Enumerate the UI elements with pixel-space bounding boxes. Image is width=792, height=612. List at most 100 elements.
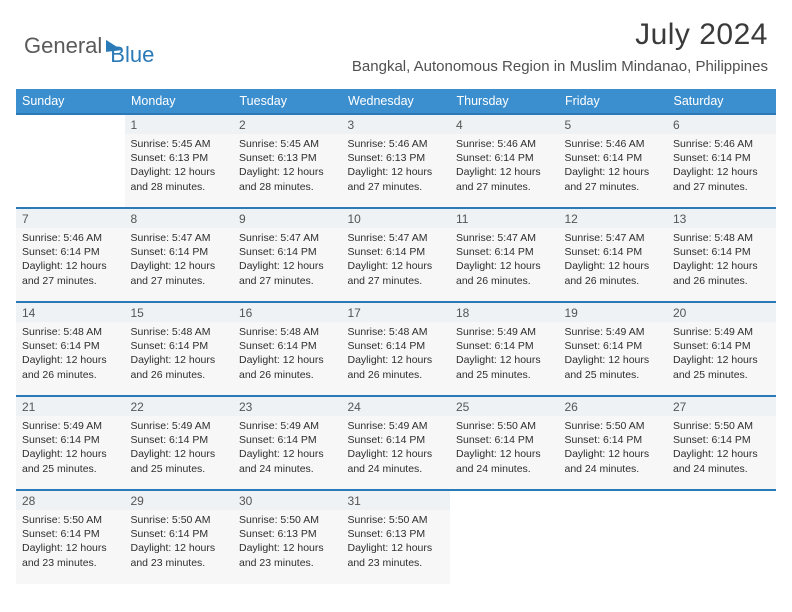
sunset-line: Sunset: 6:14 PM xyxy=(565,151,662,165)
day-number-cell: 18 xyxy=(450,302,559,322)
sunrise-line: Sunrise: 5:50 AM xyxy=(22,513,119,527)
daylight-line: Daylight: 12 hours and 25 minutes. xyxy=(456,353,553,381)
daylight-line: Daylight: 12 hours and 23 minutes. xyxy=(348,541,445,569)
sunset-line: Sunset: 6:13 PM xyxy=(239,151,336,165)
day-content-cell: Sunrise: 5:49 AMSunset: 6:14 PMDaylight:… xyxy=(450,322,559,396)
day-number-cell xyxy=(667,490,776,510)
day-number-cell: 2 xyxy=(233,114,342,134)
day-content-cell xyxy=(450,510,559,584)
day-content-cell: Sunrise: 5:50 AMSunset: 6:13 PMDaylight:… xyxy=(233,510,342,584)
daylight-line: Daylight: 12 hours and 24 minutes. xyxy=(565,447,662,475)
day-number-cell: 10 xyxy=(342,208,451,228)
weekday-header: Thursday xyxy=(450,89,559,114)
sunrise-line: Sunrise: 5:46 AM xyxy=(348,137,445,151)
daylight-line: Daylight: 12 hours and 26 minutes. xyxy=(456,259,553,287)
sunrise-line: Sunrise: 5:49 AM xyxy=(565,325,662,339)
sunset-line: Sunset: 6:14 PM xyxy=(565,433,662,447)
day-content-cell xyxy=(667,510,776,584)
weekday-header: Saturday xyxy=(667,89,776,114)
sunrise-line: Sunrise: 5:46 AM xyxy=(673,137,770,151)
day-content-cell: Sunrise: 5:45 AMSunset: 6:13 PMDaylight:… xyxy=(125,134,234,208)
daylight-line: Daylight: 12 hours and 27 minutes. xyxy=(673,165,770,193)
sunset-line: Sunset: 6:14 PM xyxy=(456,245,553,259)
sunrise-line: Sunrise: 5:45 AM xyxy=(239,137,336,151)
sunrise-line: Sunrise: 5:50 AM xyxy=(131,513,228,527)
sunrise-line: Sunrise: 5:50 AM xyxy=(565,419,662,433)
sunset-line: Sunset: 6:14 PM xyxy=(239,245,336,259)
weekday-header: Sunday xyxy=(16,89,125,114)
sunrise-line: Sunrise: 5:49 AM xyxy=(673,325,770,339)
sunrise-line: Sunrise: 5:50 AM xyxy=(239,513,336,527)
day-content-cell: Sunrise: 5:46 AMSunset: 6:14 PMDaylight:… xyxy=(667,134,776,208)
day-number-cell: 5 xyxy=(559,114,668,134)
daylight-line: Daylight: 12 hours and 28 minutes. xyxy=(131,165,228,193)
sunset-line: Sunset: 6:14 PM xyxy=(131,245,228,259)
sunrise-line: Sunrise: 5:46 AM xyxy=(456,137,553,151)
sunset-line: Sunset: 6:14 PM xyxy=(456,151,553,165)
weekday-header: Wednesday xyxy=(342,89,451,114)
day-number-cell: 8 xyxy=(125,208,234,228)
day-number-cell: 20 xyxy=(667,302,776,322)
daylight-line: Daylight: 12 hours and 23 minutes. xyxy=(22,541,119,569)
sunset-line: Sunset: 6:13 PM xyxy=(348,151,445,165)
daylight-line: Daylight: 12 hours and 28 minutes. xyxy=(239,165,336,193)
daylight-line: Daylight: 12 hours and 23 minutes. xyxy=(239,541,336,569)
content-row: Sunrise: 5:49 AMSunset: 6:14 PMDaylight:… xyxy=(16,416,776,490)
sunrise-line: Sunrise: 5:50 AM xyxy=(673,419,770,433)
day-number-cell: 13 xyxy=(667,208,776,228)
weekday-header: Friday xyxy=(559,89,668,114)
sunset-line: Sunset: 6:14 PM xyxy=(348,245,445,259)
sunrise-line: Sunrise: 5:47 AM xyxy=(239,231,336,245)
day-content-cell: Sunrise: 5:48 AMSunset: 6:14 PMDaylight:… xyxy=(667,228,776,302)
day-content-cell: Sunrise: 5:49 AMSunset: 6:14 PMDaylight:… xyxy=(342,416,451,490)
day-content-cell: Sunrise: 5:48 AMSunset: 6:14 PMDaylight:… xyxy=(233,322,342,396)
sunset-line: Sunset: 6:14 PM xyxy=(673,339,770,353)
sunset-line: Sunset: 6:14 PM xyxy=(22,339,119,353)
daylight-line: Daylight: 12 hours and 27 minutes. xyxy=(348,165,445,193)
sunset-line: Sunset: 6:14 PM xyxy=(456,433,553,447)
day-number-cell: 22 xyxy=(125,396,234,416)
day-number-cell: 12 xyxy=(559,208,668,228)
day-content-cell xyxy=(16,134,125,208)
day-number-cell: 4 xyxy=(450,114,559,134)
day-number-cell xyxy=(450,490,559,510)
content-row: Sunrise: 5:46 AMSunset: 6:14 PMDaylight:… xyxy=(16,228,776,302)
daylight-line: Daylight: 12 hours and 24 minutes. xyxy=(239,447,336,475)
sunset-line: Sunset: 6:14 PM xyxy=(131,433,228,447)
sunset-line: Sunset: 6:14 PM xyxy=(673,151,770,165)
sunset-line: Sunset: 6:14 PM xyxy=(22,433,119,447)
daylight-line: Daylight: 12 hours and 27 minutes. xyxy=(131,259,228,287)
sunrise-line: Sunrise: 5:48 AM xyxy=(673,231,770,245)
day-number-cell: 14 xyxy=(16,302,125,322)
day-content-cell: Sunrise: 5:47 AMSunset: 6:14 PMDaylight:… xyxy=(125,228,234,302)
day-number-cell xyxy=(16,114,125,134)
daylight-line: Daylight: 12 hours and 25 minutes. xyxy=(131,447,228,475)
sunrise-line: Sunrise: 5:47 AM xyxy=(565,231,662,245)
daylight-line: Daylight: 12 hours and 23 minutes. xyxy=(131,541,228,569)
sunrise-line: Sunrise: 5:49 AM xyxy=(239,419,336,433)
daylight-line: Daylight: 12 hours and 25 minutes. xyxy=(22,447,119,475)
title-block: July 2024 Bangkal, Autonomous Region in … xyxy=(352,18,768,75)
day-content-cell: Sunrise: 5:50 AMSunset: 6:14 PMDaylight:… xyxy=(559,416,668,490)
day-content-cell: Sunrise: 5:50 AMSunset: 6:14 PMDaylight:… xyxy=(125,510,234,584)
day-number-cell: 6 xyxy=(667,114,776,134)
daylight-line: Daylight: 12 hours and 24 minutes. xyxy=(456,447,553,475)
day-content-cell: Sunrise: 5:47 AMSunset: 6:14 PMDaylight:… xyxy=(233,228,342,302)
day-number-cell: 19 xyxy=(559,302,668,322)
day-number-cell: 9 xyxy=(233,208,342,228)
sunrise-line: Sunrise: 5:49 AM xyxy=(348,419,445,433)
day-content-cell: Sunrise: 5:48 AMSunset: 6:14 PMDaylight:… xyxy=(16,322,125,396)
sunrise-line: Sunrise: 5:45 AM xyxy=(131,137,228,151)
day-content-cell: Sunrise: 5:46 AMSunset: 6:14 PMDaylight:… xyxy=(450,134,559,208)
day-number-cell xyxy=(559,490,668,510)
sunset-line: Sunset: 6:14 PM xyxy=(348,339,445,353)
day-content-cell: Sunrise: 5:46 AMSunset: 6:14 PMDaylight:… xyxy=(16,228,125,302)
sunrise-line: Sunrise: 5:47 AM xyxy=(456,231,553,245)
day-content-cell: Sunrise: 5:45 AMSunset: 6:13 PMDaylight:… xyxy=(233,134,342,208)
sunrise-line: Sunrise: 5:48 AM xyxy=(239,325,336,339)
sunrise-line: Sunrise: 5:49 AM xyxy=(22,419,119,433)
sunrise-line: Sunrise: 5:46 AM xyxy=(565,137,662,151)
content-row: Sunrise: 5:50 AMSunset: 6:14 PMDaylight:… xyxy=(16,510,776,584)
brand-part1: General xyxy=(24,33,102,59)
sunrise-line: Sunrise: 5:48 AM xyxy=(131,325,228,339)
